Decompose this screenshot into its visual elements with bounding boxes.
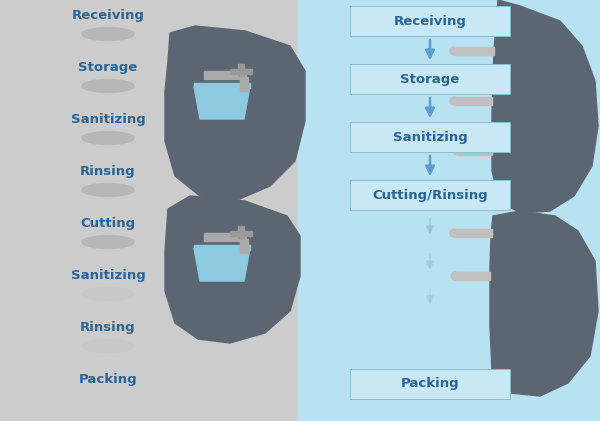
Ellipse shape bbox=[450, 97, 458, 105]
Text: Storage: Storage bbox=[79, 61, 137, 75]
Bar bbox=[230, 69, 252, 74]
Bar bbox=[240, 239, 248, 253]
Bar bbox=[350, 6, 510, 36]
Bar bbox=[0, 0, 302, 421]
Ellipse shape bbox=[450, 47, 458, 55]
Bar bbox=[240, 77, 248, 91]
Bar bbox=[350, 180, 510, 210]
Ellipse shape bbox=[82, 288, 134, 301]
Bar bbox=[298, 0, 600, 421]
Text: Packing: Packing bbox=[401, 378, 460, 391]
Ellipse shape bbox=[82, 80, 134, 93]
Ellipse shape bbox=[450, 229, 458, 237]
Ellipse shape bbox=[82, 131, 134, 144]
Polygon shape bbox=[194, 248, 250, 281]
Bar bbox=[454, 229, 492, 237]
Text: Rinsing: Rinsing bbox=[80, 165, 136, 179]
Ellipse shape bbox=[82, 27, 134, 40]
Bar bbox=[454, 47, 494, 55]
Ellipse shape bbox=[82, 235, 134, 248]
Ellipse shape bbox=[82, 184, 134, 197]
Bar bbox=[238, 226, 244, 238]
Bar bbox=[194, 245, 250, 250]
Bar bbox=[457, 147, 492, 155]
Bar bbox=[204, 71, 246, 79]
Text: Packing: Packing bbox=[79, 373, 137, 386]
Bar bbox=[204, 233, 246, 241]
Text: Sanitizing: Sanitizing bbox=[71, 269, 145, 282]
Bar bbox=[350, 64, 510, 94]
Text: Cutting/Rinsing: Cutting/Rinsing bbox=[372, 189, 488, 202]
Text: Sanitizing: Sanitizing bbox=[71, 114, 145, 126]
Polygon shape bbox=[165, 196, 300, 343]
Polygon shape bbox=[165, 26, 305, 201]
Text: Storage: Storage bbox=[400, 72, 460, 85]
Ellipse shape bbox=[82, 339, 134, 352]
Polygon shape bbox=[490, 211, 598, 396]
Bar bbox=[350, 122, 510, 152]
Polygon shape bbox=[492, 0, 598, 213]
Bar bbox=[238, 64, 244, 76]
Ellipse shape bbox=[453, 147, 461, 155]
Text: Cutting: Cutting bbox=[80, 218, 136, 231]
Bar bbox=[230, 231, 252, 236]
Ellipse shape bbox=[451, 272, 459, 280]
Polygon shape bbox=[194, 86, 250, 119]
Bar bbox=[455, 272, 490, 280]
Bar bbox=[454, 97, 492, 105]
Text: Rinsing: Rinsing bbox=[80, 322, 136, 335]
Text: Receiving: Receiving bbox=[71, 10, 145, 22]
Text: Receiving: Receiving bbox=[394, 14, 466, 27]
Bar bbox=[194, 83, 250, 88]
Text: Sanitizing: Sanitizing bbox=[392, 131, 467, 144]
Bar bbox=[350, 369, 510, 399]
